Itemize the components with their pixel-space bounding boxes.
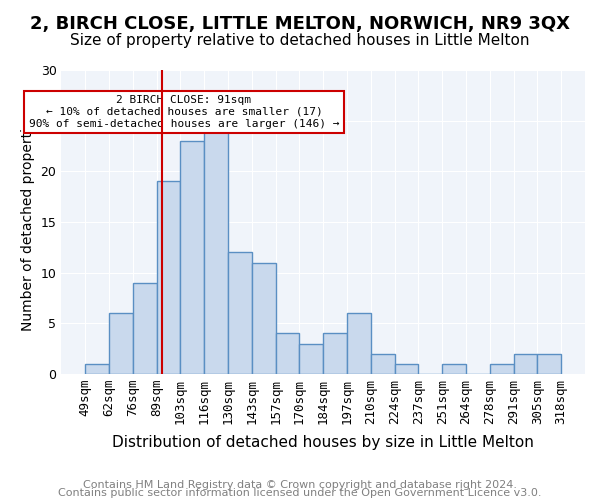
Bar (514, 354, 538, 374)
Bar (181, 141, 204, 374)
Text: 2, BIRCH CLOSE, LITTLE MELTON, NORWICH, NR9 3QX: 2, BIRCH CLOSE, LITTLE MELTON, NORWICH, … (30, 15, 570, 33)
Bar (275, 334, 299, 374)
Text: Contains HM Land Registry data © Crown copyright and database right 2024.: Contains HM Land Registry data © Crown c… (83, 480, 517, 490)
Bar (371, 354, 395, 374)
Bar (347, 313, 371, 374)
Text: Contains public sector information licensed under the Open Government Licence v3: Contains public sector information licen… (58, 488, 542, 498)
Bar (204, 120, 228, 374)
Text: 2 BIRCH CLOSE: 91sqm
← 10% of detached houses are smaller (17)
90% of semi-detac: 2 BIRCH CLOSE: 91sqm ← 10% of detached h… (29, 96, 339, 128)
Bar (252, 262, 275, 374)
Bar (157, 182, 181, 374)
Bar (323, 334, 347, 374)
Bar (490, 364, 514, 374)
Bar (228, 252, 252, 374)
Bar (85, 364, 109, 374)
X-axis label: Distribution of detached houses by size in Little Melton: Distribution of detached houses by size … (112, 435, 534, 450)
Bar (133, 283, 157, 374)
Y-axis label: Number of detached properties: Number of detached properties (21, 112, 35, 332)
Bar (538, 354, 561, 374)
Bar (395, 364, 418, 374)
Bar (299, 344, 323, 374)
Bar (109, 313, 133, 374)
Text: Size of property relative to detached houses in Little Melton: Size of property relative to detached ho… (70, 32, 530, 48)
Bar (442, 364, 466, 374)
